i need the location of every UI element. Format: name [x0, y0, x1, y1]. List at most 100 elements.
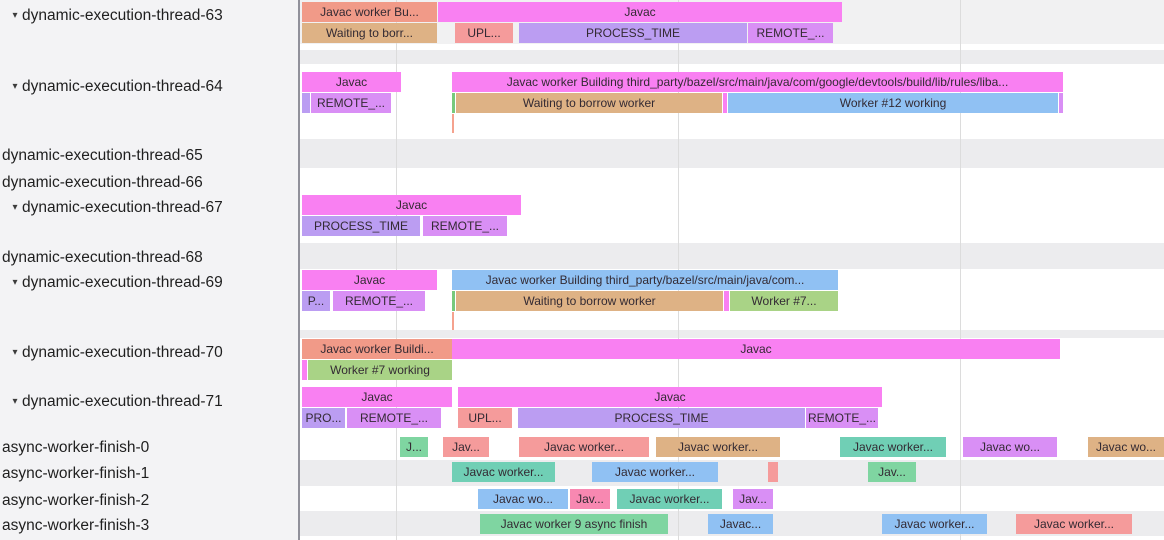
track-name-label: async-worker-finish-0 — [2, 439, 150, 456]
sidebar-track-row[interactable]: async-worker-finish-3 — [0, 515, 300, 536]
trace-slice-label: Worker #7 working — [330, 363, 430, 377]
trace-slice-label: Javac — [654, 390, 686, 404]
expand-triangle-icon[interactable]: ▾ — [12, 347, 18, 358]
sidebar-track-row[interactable]: async-worker-finish-2 — [0, 490, 300, 511]
trace-slice-bar[interactable]: Javac — [302, 195, 521, 215]
instant-event-marker[interactable] — [452, 312, 454, 330]
trace-slice-bar[interactable]: Javac worker... — [519, 437, 649, 457]
trace-slice-bar[interactable]: Waiting to borr... — [302, 23, 437, 43]
trace-slice-bar[interactable]: Jav... — [733, 489, 773, 509]
trace-slice-bar[interactable]: PROCESS_TIME — [518, 408, 805, 428]
trace-slice-bar[interactable]: Javac... — [708, 514, 773, 534]
track-name-label: dynamic-execution-thread-63 — [22, 7, 223, 24]
expand-triangle-icon[interactable]: ▾ — [12, 81, 18, 92]
trace-slice-bar[interactable] — [452, 291, 455, 311]
trace-slice-bar[interactable]: Javac worker... — [592, 462, 718, 482]
trace-slice-label: Javac wo... — [1095, 440, 1157, 454]
track-name-label: dynamic-execution-thread-64 — [22, 78, 223, 95]
trace-slice-bar[interactable]: Javac wo... — [963, 437, 1057, 457]
track-name-label: async-worker-finish-1 — [2, 465, 150, 482]
track-name-label: dynamic-execution-thread-68 — [2, 249, 203, 266]
trace-slice-bar[interactable]: PROCESS_TIME — [519, 23, 747, 43]
trace-slice-bar[interactable]: Javac worker... — [882, 514, 987, 534]
trace-slice-bar[interactable]: Javac — [438, 2, 842, 22]
trace-slice-bar[interactable]: Worker #12 working — [728, 93, 1058, 113]
trace-slice-bar[interactable]: Jav... — [868, 462, 916, 482]
trace-slice-bar[interactable]: Jav... — [570, 489, 610, 509]
trace-slice-bar[interactable]: REMOTE_... — [748, 23, 833, 43]
trace-slice-bar[interactable]: Waiting to borrow worker — [456, 93, 722, 113]
track-background-band — [300, 330, 1164, 338]
trace-slice-bar[interactable]: Javac worker Buildi... — [302, 339, 452, 359]
trace-slice-bar[interactable]: Javac — [302, 72, 401, 92]
trace-slice-bar[interactable]: Javac worker Building third_party/bazel/… — [452, 72, 1063, 92]
track-background-band — [300, 243, 1164, 269]
trace-slice-bar[interactable]: Javac worker... — [1016, 514, 1132, 534]
expand-triangle-icon[interactable]: ▾ — [12, 277, 18, 288]
trace-slice-bar[interactable]: Javac — [458, 387, 882, 407]
trace-slice-label: Javac — [335, 75, 368, 89]
trace-slice-bar[interactable] — [302, 93, 310, 113]
trace-slice-bar[interactable]: UPL... — [458, 408, 512, 428]
trace-slice-bar[interactable]: Javac worker Building third_party/bazel/… — [452, 270, 838, 290]
trace-slice-label: Javac worker Buildi... — [320, 342, 434, 356]
trace-slice-bar[interactable]: Javac — [302, 270, 437, 290]
expand-triangle-icon[interactable]: ▾ — [12, 396, 18, 407]
trace-slice-bar[interactable] — [723, 93, 727, 113]
sidebar-track-row[interactable]: ▾ dynamic-execution-thread-67 — [0, 197, 298, 218]
trace-slice-label: UPL... — [468, 411, 502, 425]
track-background-band — [300, 50, 1164, 64]
sidebar-track-row[interactable]: async-worker-finish-0 — [0, 437, 300, 458]
track-sidebar: ▾ dynamic-execution-thread-63 ▾ dynamic-exe… — [0, 0, 300, 540]
trace-slice-bar[interactable] — [1059, 93, 1063, 113]
sidebar-track-row[interactable]: ▾ dynamic-execution-thread-64 — [0, 76, 298, 97]
trace-slice-bar[interactable]: Javac worker... — [840, 437, 946, 457]
trace-slice-label: Javac worker Building third_party/bazel/… — [506, 75, 1009, 89]
trace-slice-bar[interactable]: REMOTE_... — [311, 93, 391, 113]
trace-slice-bar[interactable]: Javac worker... — [617, 489, 722, 509]
trace-slice-label: Javac worker Building third_party/bazel/… — [485, 273, 805, 287]
trace-slice-bar[interactable]: Waiting to borrow worker — [456, 291, 723, 311]
trace-slice-bar[interactable]: UPL... — [455, 23, 513, 43]
trace-slice-bar[interactable]: Javac — [452, 339, 1060, 359]
trace-slice-bar[interactable]: REMOTE_... — [333, 291, 425, 311]
trace-slice-bar[interactable]: Javac — [302, 387, 452, 407]
trace-slice-label: Jav... — [452, 440, 480, 454]
expand-triangle-icon[interactable]: ▾ — [12, 10, 18, 21]
trace-slice-bar[interactable]: Javac wo... — [1088, 437, 1164, 457]
trace-slice-bar[interactable]: PROCESS_TIME — [302, 216, 420, 236]
trace-slice-bar[interactable] — [768, 462, 778, 482]
trace-slice-bar[interactable]: PRO... — [302, 408, 345, 428]
trace-slice-bar[interactable]: Worker #7... — [730, 291, 838, 311]
sidebar-track-row[interactable]: dynamic-execution-thread-68 — [0, 247, 300, 268]
trace-slice-bar[interactable] — [724, 291, 729, 311]
trace-slice-label: Javac — [395, 198, 428, 212]
track-name-label: dynamic-execution-thread-66 — [2, 174, 203, 191]
trace-slice-bar[interactable]: Javac worker... — [656, 437, 780, 457]
sidebar-track-row[interactable]: async-worker-finish-1 — [0, 463, 300, 484]
sidebar-track-row[interactable]: dynamic-execution-thread-65 — [0, 145, 300, 166]
instant-event-marker[interactable] — [452, 114, 454, 133]
trace-slice-bar[interactable]: Javac wo... — [478, 489, 568, 509]
trace-slice-bar[interactable] — [452, 93, 455, 113]
sidebar-track-row[interactable]: ▾ dynamic-execution-thread-70 — [0, 342, 298, 363]
trace-slice-bar[interactable]: Worker #7 working — [308, 360, 452, 380]
track-background-band — [300, 139, 1164, 168]
trace-slice-bar[interactable]: Javac worker 9 async finish — [480, 514, 668, 534]
timeline-canvas[interactable]: Javac worker Bu... Javac Waiting to borr..… — [300, 0, 1164, 540]
expand-triangle-icon[interactable]: ▾ — [12, 202, 18, 213]
trace-slice-bar[interactable]: Javac worker Bu... — [302, 2, 437, 22]
trace-slice-bar[interactable]: REMOTE_... — [423, 216, 507, 236]
trace-slice-bar[interactable]: Javac worker... — [452, 462, 555, 482]
trace-slice-bar[interactable] — [302, 360, 307, 380]
sidebar-track-row[interactable]: ▾ dynamic-execution-thread-69 — [0, 272, 298, 293]
trace-slice-bar[interactable]: J... — [400, 437, 428, 457]
sidebar-track-row[interactable]: ▾ dynamic-execution-thread-63 — [0, 5, 298, 26]
sidebar-track-row[interactable]: ▾ dynamic-execution-thread-71 — [0, 391, 298, 412]
sidebar-track-row[interactable]: dynamic-execution-thread-66 — [0, 172, 300, 193]
trace-slice-label: Waiting to borrow worker — [522, 96, 656, 110]
trace-slice-bar[interactable]: REMOTE_... — [806, 408, 878, 428]
trace-slice-bar[interactable]: Jav... — [443, 437, 489, 457]
trace-slice-bar[interactable]: REMOTE_... — [347, 408, 441, 428]
trace-slice-bar[interactable]: P... — [302, 291, 330, 311]
